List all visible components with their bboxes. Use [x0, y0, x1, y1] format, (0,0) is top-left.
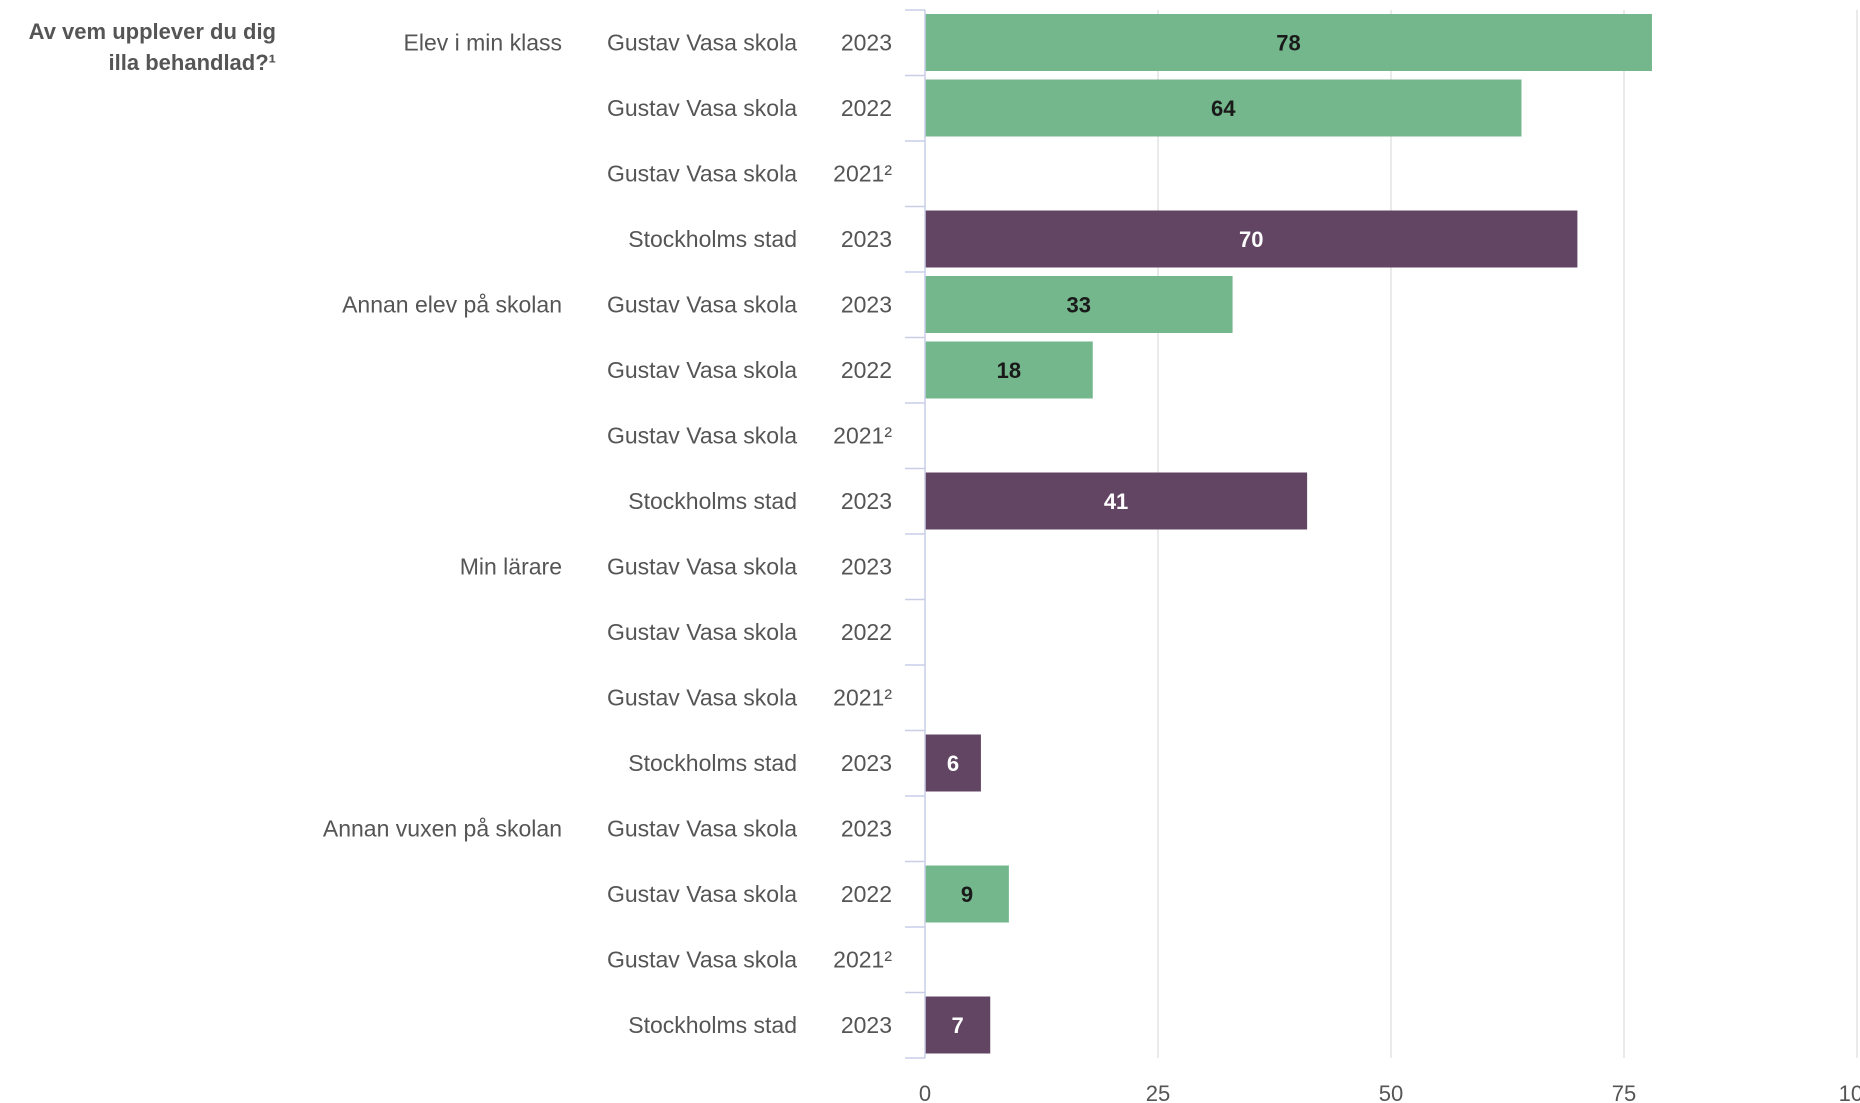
- bar-value-label: 6: [947, 751, 959, 776]
- bar-value-label: 7: [951, 1013, 963, 1038]
- bar: [925, 341, 1093, 399]
- category-label: Annan vuxen på skolan: [323, 816, 562, 842]
- x-axis-ticks: 0 25 50 75 100: [919, 1081, 1860, 1103]
- gridlines: [1157, 10, 1858, 1058]
- group-label: Gustav Vasa skola: [607, 947, 797, 973]
- year-label: 2023: [841, 226, 892, 252]
- group-label: Gustav Vasa skola: [607, 30, 797, 56]
- bar: [925, 276, 1233, 333]
- year-label: 2023: [841, 488, 892, 514]
- x-tick-label: 25: [1146, 1081, 1170, 1103]
- group-label: Stockholms stad: [628, 488, 797, 514]
- bar: [925, 79, 1522, 137]
- group-label: Gustav Vasa skola: [607, 292, 797, 318]
- group-label: Gustav Vasa skola: [607, 881, 797, 907]
- year-label: 2023: [841, 1012, 892, 1038]
- group-label: Gustav Vasa skola: [607, 685, 797, 711]
- bar-value-label: 70: [1239, 227, 1263, 252]
- group-label: Gustav Vasa skola: [607, 95, 797, 121]
- bars: 78 64 70 33 18 41 6 9 7: [925, 14, 1652, 1054]
- year-label: 2023: [841, 30, 892, 56]
- year-label: 2021²: [833, 685, 892, 711]
- bar-value-label: 41: [1104, 489, 1128, 514]
- bar: [925, 210, 1578, 268]
- year-label: 2023: [841, 554, 892, 580]
- year-label: 2023: [841, 292, 892, 318]
- group-label: Stockholms stad: [628, 1012, 797, 1038]
- bar: [925, 734, 981, 792]
- group-label: Stockholms stad: [628, 226, 797, 252]
- row-labels: Elev i min klass Gustav Vasa skola 2023 Gus…: [323, 30, 892, 1039]
- bar: [925, 472, 1308, 530]
- bar-value-label: 33: [1067, 293, 1091, 318]
- bar-value-label: 18: [997, 358, 1021, 383]
- category-label: Min lärare: [460, 554, 562, 580]
- year-label: 2022: [841, 881, 892, 907]
- group-label: Gustav Vasa skola: [607, 357, 797, 383]
- chart-title: Av vem upplever du dig illa behandlad?¹: [29, 19, 276, 75]
- year-label: 2022: [841, 619, 892, 645]
- category-label: Elev i min klass: [404, 30, 562, 56]
- bar-value-label: 78: [1276, 31, 1300, 56]
- group-label: Stockholms stad: [628, 750, 797, 776]
- year-label: 2021²: [833, 161, 892, 187]
- bar: [925, 996, 991, 1054]
- x-tick-label: 0: [919, 1081, 931, 1103]
- bar: [925, 865, 1009, 923]
- x-tick-label: 50: [1379, 1081, 1403, 1103]
- year-label: 2023: [841, 750, 892, 776]
- year-label: 2022: [841, 357, 892, 383]
- bar-value-label: 9: [961, 882, 973, 907]
- group-label: Gustav Vasa skola: [607, 161, 797, 187]
- group-label: Gustav Vasa skola: [607, 619, 797, 645]
- year-label: 2021²: [833, 947, 892, 973]
- chart-title-line-1: Av vem upplever du dig: [29, 19, 276, 44]
- year-label: 2022: [841, 95, 892, 121]
- group-label: Gustav Vasa skola: [607, 554, 797, 580]
- bar: [925, 14, 1652, 71]
- y-axis: [905, 9, 926, 1059]
- year-label: 2023: [841, 816, 892, 842]
- group-label: Gustav Vasa skola: [607, 423, 797, 449]
- x-tick-label: 100: [1839, 1081, 1860, 1103]
- chart-title-line-2: illa behandlad?¹: [109, 50, 276, 75]
- year-label: 2021²: [833, 423, 892, 449]
- group-label: Gustav Vasa skola: [607, 816, 797, 842]
- x-tick-label: 75: [1612, 1081, 1636, 1103]
- bar-value-label: 64: [1211, 96, 1236, 121]
- category-label: Annan elev på skolan: [342, 292, 562, 318]
